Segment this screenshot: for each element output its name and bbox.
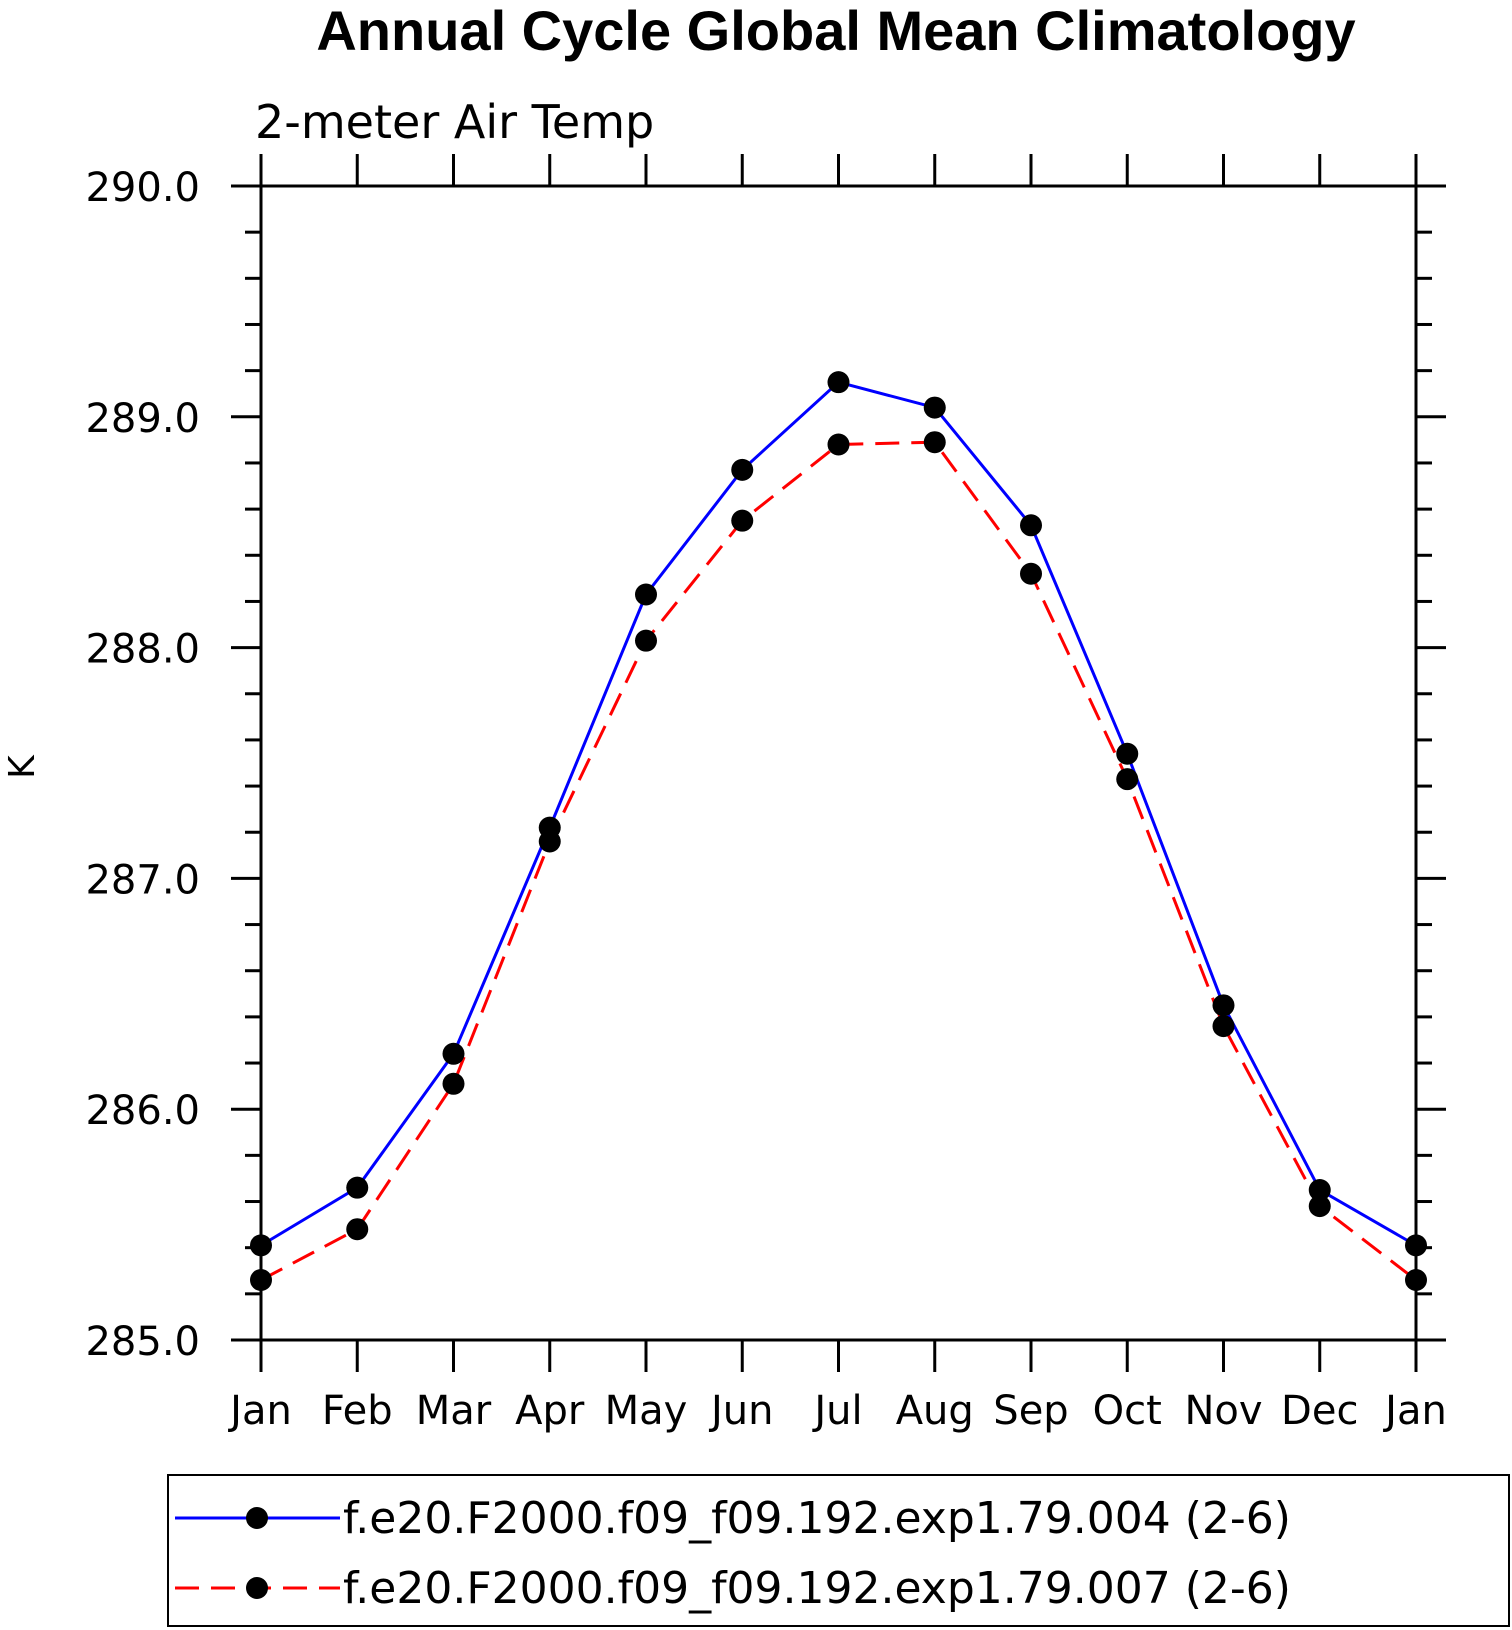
- series-2-point: [1212, 1015, 1235, 1038]
- x-tick-label: Mar: [416, 1388, 492, 1434]
- x-tick-label: Oct: [1093, 1388, 1162, 1434]
- series-1-point: [635, 583, 657, 606]
- y-tick-label: 289.0: [85, 396, 200, 442]
- series-2-point: [442, 1072, 465, 1095]
- y-tick-label: 286.0: [85, 1088, 200, 1134]
- y-tick-label: 290.0: [85, 165, 200, 211]
- series-1-point: [923, 396, 946, 419]
- legend-marker-1: [246, 1507, 268, 1529]
- series-2-point: [346, 1218, 369, 1241]
- x-tick-label: Jan: [227, 1388, 292, 1434]
- chart-title: Annual Cycle Global Mean Climatology: [316, 0, 1355, 62]
- series-line-1: [260, 380, 1417, 1247]
- legend-box: [167, 1474, 1510, 1627]
- series-1-point: [250, 1234, 272, 1257]
- series-2-point: [731, 509, 754, 532]
- legend-marker-2: [246, 1577, 268, 1599]
- series-2-point: [1405, 1268, 1427, 1291]
- series-2-point: [635, 629, 657, 652]
- series-2-point: [250, 1268, 272, 1291]
- y-axis-label: K: [2, 754, 43, 779]
- y-tick-label: 287.0: [85, 857, 200, 903]
- x-tick-label: Dec: [1281, 1388, 1358, 1434]
- series-2-point: [827, 433, 850, 456]
- series-layer: [250, 371, 1427, 1291]
- series-1-point: [827, 371, 850, 394]
- series-2-point: [1020, 562, 1042, 585]
- x-tick-label: Aug: [896, 1388, 974, 1434]
- series-1-point: [346, 1176, 369, 1199]
- plot-frame: [259, 184, 1418, 1342]
- series-1-point: [1212, 994, 1235, 1017]
- series-1-point: [1116, 742, 1139, 765]
- x-tick-label: Apr: [515, 1388, 585, 1434]
- x-tick-label: Sep: [993, 1388, 1068, 1434]
- x-tick-label: Feb: [322, 1388, 393, 1434]
- series-2-point: [538, 830, 561, 853]
- y-tick-label: 288.0: [85, 627, 200, 673]
- series-1-point: [731, 458, 754, 481]
- series-1-point: [1405, 1234, 1427, 1257]
- series-2-point: [1116, 768, 1139, 791]
- x-tick-label: Nov: [1184, 1388, 1262, 1434]
- series-line-2: [260, 440, 1417, 1282]
- series-2-point: [923, 431, 946, 454]
- series-1-point: [1020, 514, 1042, 537]
- legend: f.e20.F2000.f09_f09.192.exp1.79.004 (2-6…: [167, 1474, 1510, 1627]
- legend-label-1: f.e20.F2000.f09_f09.192.exp1.79.004 (2-6…: [343, 1493, 1291, 1544]
- legend-label-2: f.e20.F2000.f09_f09.192.exp1.79.007 (2-6…: [343, 1563, 1291, 1614]
- series-2-point: [1308, 1195, 1331, 1218]
- x-tick-label: May: [605, 1388, 688, 1434]
- x-tick-label: Jun: [708, 1388, 774, 1434]
- series-1-point: [442, 1042, 465, 1065]
- chart-subtitle: 2-meter Air Temp: [255, 95, 654, 149]
- series-1-point: [1308, 1178, 1331, 1201]
- y-tick-label: 285.0: [85, 1319, 200, 1365]
- x-tick-label: Jan: [1382, 1388, 1447, 1434]
- x-tick-label: Jul: [811, 1388, 862, 1434]
- axes: Jan Feb Mar Apr May Jun Jul Aug Sep Oct Nov Dec Jan 2…: [85, 154, 1447, 1434]
